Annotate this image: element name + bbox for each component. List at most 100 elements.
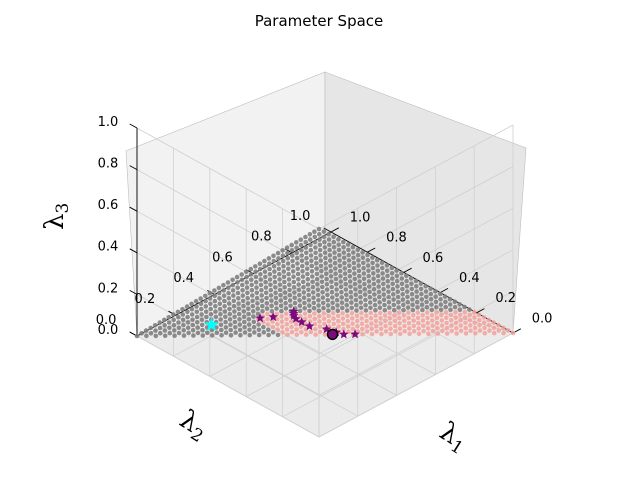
y-tick-label: 0.2 — [495, 291, 516, 306]
feasible-region-point — [477, 323, 482, 328]
simplex-grid-point — [330, 300, 335, 306]
simplex-grid-point — [194, 309, 200, 315]
feasible-region-point — [383, 329, 389, 334]
simplex-grid-point — [325, 297, 331, 303]
feasible-region-point — [326, 319, 332, 324]
simplex-grid-point — [332, 250, 337, 255]
simplex-grid-point — [315, 282, 320, 287]
simplex-grid-point — [264, 301, 270, 306]
simplex-grid-point — [347, 274, 353, 279]
simplex-grid-point — [322, 250, 328, 255]
simplex-grid-point — [283, 295, 288, 301]
simplex-grid-point — [344, 292, 349, 298]
simplex-grid-point — [429, 307, 435, 313]
feasible-region-point — [406, 321, 412, 326]
z-tick-label: 0.8 — [98, 157, 119, 172]
feasible-region-point — [369, 331, 375, 337]
simplex-grid-point — [320, 290, 325, 295]
simplex-grid-point — [217, 306, 223, 312]
simplex-grid-point — [181, 328, 186, 333]
simplex-grid-point — [284, 245, 290, 250]
feasible-region-point — [312, 311, 317, 316]
simplex-grid-point — [139, 331, 144, 336]
simplex-grid-point — [214, 330, 220, 336]
simplex-grid-point — [264, 306, 270, 311]
simplex-grid-point — [268, 287, 274, 293]
simplex-grid-point — [144, 333, 149, 339]
feasible-region-point — [407, 326, 412, 331]
trajectory-star — [288, 306, 299, 316]
simplex-grid-point — [330, 305, 336, 311]
simplex-grid-point — [394, 273, 400, 279]
simplex-grid-point — [419, 291, 424, 297]
feasible-region-point — [350, 326, 356, 332]
simplex-grid-point — [254, 295, 260, 301]
simplex-grid-point — [250, 293, 255, 298]
simplex-grid-point — [308, 242, 313, 248]
simplex-grid-point — [376, 289, 382, 295]
feasible-region-point — [420, 313, 426, 318]
simplex-grid-point — [375, 263, 380, 268]
simplex-grid-point — [346, 247, 351, 253]
feasible-region-point — [444, 320, 449, 326]
simplex-grid-point — [301, 284, 306, 290]
simplex-grid-point — [316, 303, 321, 308]
simplex-grid-point — [386, 300, 392, 305]
simplex-grid-point — [283, 306, 289, 311]
feasible-region-point — [392, 313, 397, 318]
feasible-region-point — [426, 331, 431, 337]
feasible-region-point — [454, 325, 459, 331]
simplex-grid-point — [414, 284, 419, 289]
simplex-grid-point — [298, 237, 304, 242]
simplex-grid-point — [171, 322, 177, 328]
feasible-region-point — [321, 311, 327, 316]
simplex-grid-point — [257, 261, 263, 267]
simplex-grid-point — [307, 237, 313, 242]
chart-title: Parameter Space — [255, 12, 384, 30]
feasible-region-point — [501, 325, 506, 331]
simplex-grid-point — [399, 276, 405, 281]
simplex-grid-point — [428, 297, 434, 302]
simplex-grid-point — [216, 290, 222, 296]
feasible-region-point — [354, 318, 360, 324]
simplex-grid-point — [361, 265, 366, 271]
simplex-grid-point — [157, 325, 163, 331]
simplex-grid-point — [322, 239, 327, 245]
feasible-region-point — [472, 325, 478, 331]
feasible-region-point — [284, 322, 290, 327]
simplex-grid-point — [292, 300, 298, 306]
simplex-grid-point — [226, 290, 231, 296]
simplex-grid-point — [213, 304, 218, 309]
simplex-grid-point — [171, 312, 176, 317]
simplex-grid-point — [317, 242, 323, 248]
simplex-grid-point — [353, 287, 358, 292]
feasible-region-point — [345, 318, 351, 324]
simplex-grid-point — [245, 290, 250, 296]
simplex-grid-point — [324, 282, 330, 287]
simplex-grid-point — [349, 305, 355, 311]
simplex-grid-point — [304, 261, 310, 266]
feasible-region-point — [312, 316, 318, 322]
simplex-grid-point — [246, 322, 252, 327]
feasible-region-point — [336, 324, 341, 329]
simplex-grid-point — [199, 322, 205, 328]
simplex-grid-point — [221, 293, 227, 299]
simplex-grid-point — [226, 285, 231, 291]
feasible-region-point — [462, 310, 468, 315]
simplex-grid-point — [304, 266, 310, 272]
simplex-grid-point — [366, 268, 371, 274]
simplex-grid-point — [341, 239, 346, 245]
feasible-region-point — [340, 311, 345, 316]
simplex-grid-point — [362, 292, 368, 297]
x-tick-mark — [323, 227, 332, 233]
simplex-grid-point — [190, 328, 196, 333]
simplex-grid-point — [319, 274, 325, 279]
simplex-grid-point — [299, 253, 305, 258]
feasible-region-point — [401, 318, 407, 324]
simplex-grid-point — [399, 281, 405, 287]
gridline-left-horizontal — [136, 294, 320, 396]
simplex-grid-point — [320, 295, 326, 300]
simplex-grid-point — [311, 295, 316, 301]
simplex-grid-point — [208, 301, 213, 307]
feasible-region-point — [313, 327, 318, 332]
